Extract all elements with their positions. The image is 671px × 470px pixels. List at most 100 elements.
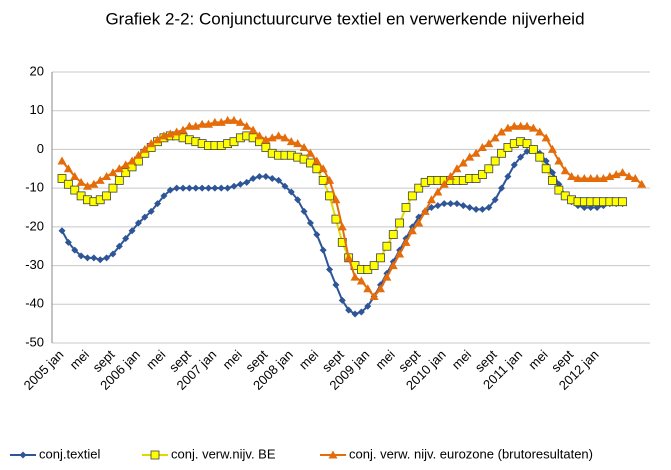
point [345, 306, 353, 314]
point [350, 272, 360, 281]
point [121, 160, 131, 169]
point [70, 172, 80, 181]
point [618, 168, 628, 177]
point [439, 179, 449, 188]
point [102, 191, 111, 201]
point [70, 185, 80, 195]
point [547, 144, 557, 153]
point [248, 125, 258, 134]
point [357, 308, 365, 316]
point [618, 197, 627, 207]
point [318, 164, 328, 173]
point [560, 166, 570, 175]
point [184, 121, 194, 130]
point [210, 117, 220, 126]
point [121, 168, 131, 178]
point [153, 135, 163, 144]
point [319, 246, 327, 254]
point [477, 142, 487, 151]
point [205, 184, 213, 192]
point [140, 144, 150, 153]
point [420, 206, 430, 215]
point [178, 125, 188, 134]
point [414, 183, 424, 193]
point [465, 152, 475, 161]
point [478, 170, 487, 179]
point [541, 133, 551, 142]
point [344, 253, 354, 262]
point [243, 178, 251, 186]
point [491, 196, 499, 204]
point [313, 231, 321, 239]
point [122, 234, 130, 242]
point [147, 207, 155, 215]
y-tick-label: 20 [30, 63, 44, 78]
legend-label: conj.textiel [39, 446, 101, 461]
point [325, 191, 334, 201]
point [407, 226, 417, 235]
point [114, 164, 124, 173]
point [146, 139, 156, 148]
point [624, 172, 634, 181]
point [134, 219, 142, 227]
point [484, 139, 494, 148]
point [382, 241, 392, 251]
y-tick-label: -50 [25, 334, 44, 349]
point [434, 202, 442, 210]
point [548, 169, 556, 177]
point [275, 176, 283, 184]
point [542, 157, 550, 165]
point [567, 172, 577, 181]
point [76, 177, 86, 186]
point [179, 184, 187, 192]
y-tick-label: -10 [25, 180, 44, 195]
point [388, 261, 398, 270]
point [154, 200, 162, 208]
point [351, 310, 359, 318]
point [447, 200, 455, 208]
point [255, 173, 263, 181]
point [223, 115, 233, 124]
point [523, 147, 531, 155]
point [242, 121, 252, 130]
point [452, 164, 462, 173]
point [306, 219, 314, 227]
point [388, 230, 398, 240]
point [592, 173, 602, 182]
point [414, 218, 424, 227]
point [554, 185, 564, 195]
point [510, 161, 518, 169]
point [128, 227, 136, 235]
point [63, 179, 73, 189]
point [160, 192, 168, 200]
point [268, 174, 276, 182]
series-points [57, 131, 627, 274]
point [90, 254, 98, 262]
point [497, 127, 507, 136]
point [498, 184, 506, 192]
point [586, 173, 596, 182]
point [509, 121, 519, 130]
point [522, 121, 532, 130]
point [83, 254, 91, 262]
x-tick-label: mei [449, 347, 474, 372]
point [517, 153, 525, 161]
point [173, 184, 181, 192]
point [471, 148, 481, 157]
point [286, 137, 296, 146]
point [395, 249, 405, 258]
y-tick-label: -30 [25, 257, 44, 272]
point [472, 205, 480, 213]
x-tick-label: mei [296, 347, 321, 372]
x-tick-label: mei [143, 347, 168, 372]
point [458, 158, 468, 167]
point [427, 204, 435, 211]
point [133, 150, 143, 159]
point [528, 123, 538, 132]
point [96, 256, 104, 264]
point [261, 143, 271, 152]
point [95, 175, 105, 184]
point [71, 246, 79, 254]
point [453, 200, 461, 208]
point [300, 207, 308, 215]
